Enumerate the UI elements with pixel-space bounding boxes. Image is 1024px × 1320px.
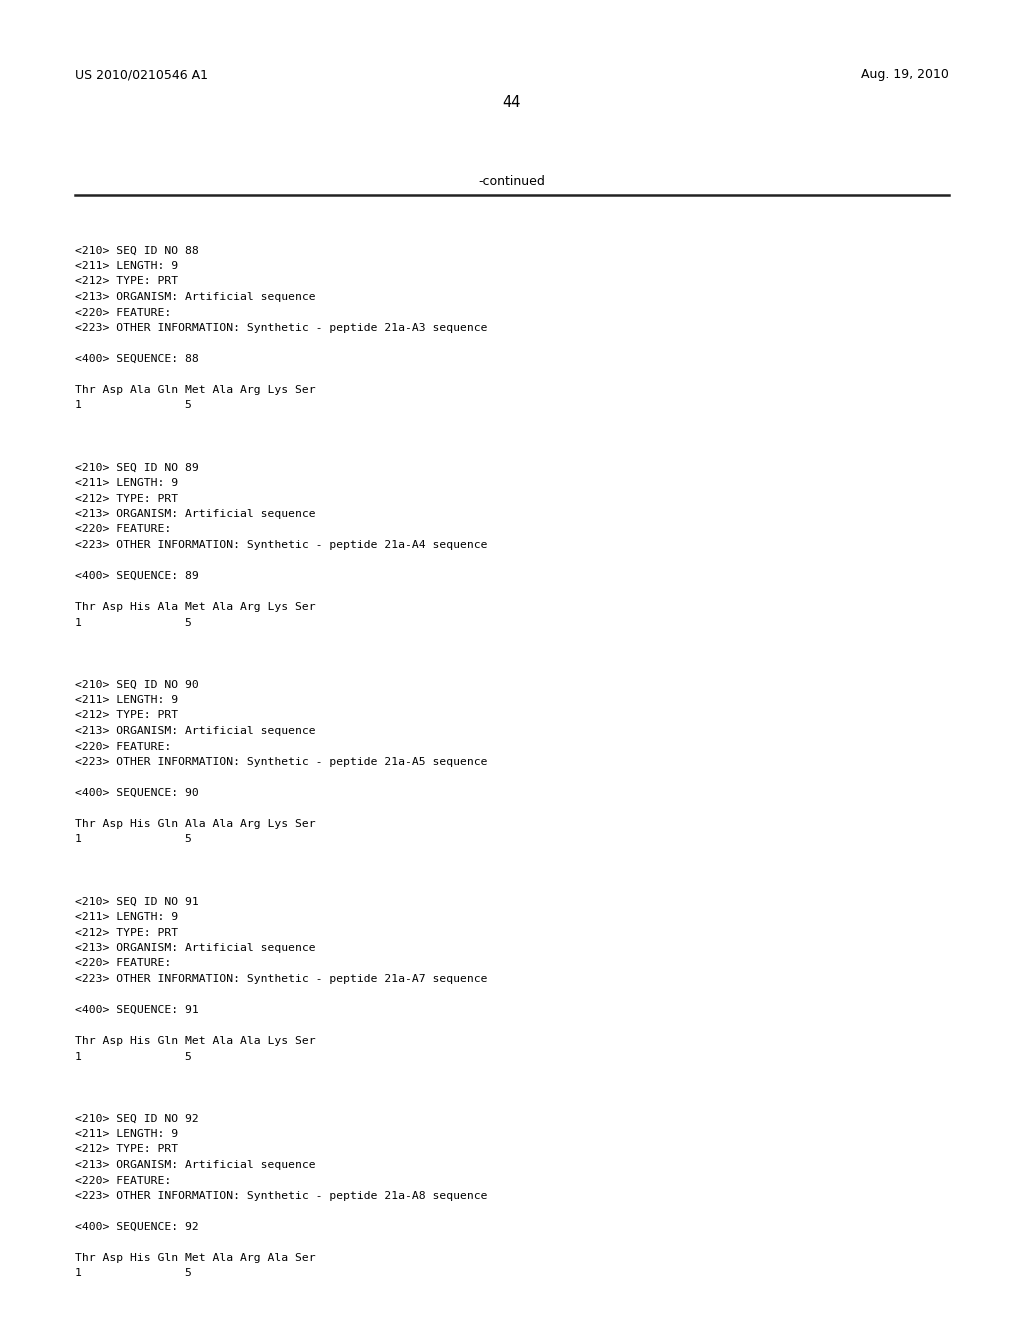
Text: <400> SEQUENCE: 89: <400> SEQUENCE: 89 [75,572,199,581]
Text: <210> SEQ ID NO 88: <210> SEQ ID NO 88 [75,246,199,256]
Text: -continued: -continued [478,176,546,187]
Text: <212> TYPE: PRT: <212> TYPE: PRT [75,710,178,721]
Text: 1               5: 1 5 [75,1269,191,1279]
Text: Thr Asp His Gln Met Ala Arg Ala Ser: Thr Asp His Gln Met Ala Arg Ala Ser [75,1253,315,1263]
Text: US 2010/0210546 A1: US 2010/0210546 A1 [75,69,208,81]
Text: <211> LENGTH: 9: <211> LENGTH: 9 [75,696,178,705]
Text: <220> FEATURE:: <220> FEATURE: [75,308,171,318]
Text: <213> ORGANISM: Artificial sequence: <213> ORGANISM: Artificial sequence [75,1160,315,1170]
Text: <213> ORGANISM: Artificial sequence: <213> ORGANISM: Artificial sequence [75,510,315,519]
Text: Aug. 19, 2010: Aug. 19, 2010 [861,69,949,81]
Text: <212> TYPE: PRT: <212> TYPE: PRT [75,276,178,286]
Text: <400> SEQUENCE: 88: <400> SEQUENCE: 88 [75,354,199,364]
Text: <211> LENGTH: 9: <211> LENGTH: 9 [75,478,178,488]
Text: 1               5: 1 5 [75,1052,191,1061]
Text: <211> LENGTH: 9: <211> LENGTH: 9 [75,1129,178,1139]
Text: <210> SEQ ID NO 92: <210> SEQ ID NO 92 [75,1114,199,1123]
Text: <220> FEATURE:: <220> FEATURE: [75,742,171,751]
Text: <210> SEQ ID NO 91: <210> SEQ ID NO 91 [75,896,199,907]
Text: <212> TYPE: PRT: <212> TYPE: PRT [75,1144,178,1155]
Text: Thr Asp Ala Gln Met Ala Arg Lys Ser: Thr Asp Ala Gln Met Ala Arg Lys Ser [75,385,315,395]
Text: 1               5: 1 5 [75,618,191,627]
Text: <223> OTHER INFORMATION: Synthetic - peptide 21a-A4 sequence: <223> OTHER INFORMATION: Synthetic - pep… [75,540,487,550]
Text: <223> OTHER INFORMATION: Synthetic - peptide 21a-A8 sequence: <223> OTHER INFORMATION: Synthetic - pep… [75,1191,487,1201]
Text: <223> OTHER INFORMATION: Synthetic - peptide 21a-A5 sequence: <223> OTHER INFORMATION: Synthetic - pep… [75,756,487,767]
Text: 1               5: 1 5 [75,400,191,411]
Text: <400> SEQUENCE: 91: <400> SEQUENCE: 91 [75,1005,199,1015]
Text: <213> ORGANISM: Artificial sequence: <213> ORGANISM: Artificial sequence [75,292,315,302]
Text: <210> SEQ ID NO 89: <210> SEQ ID NO 89 [75,462,199,473]
Text: 44: 44 [503,95,521,110]
Text: <211> LENGTH: 9: <211> LENGTH: 9 [75,261,178,271]
Text: <212> TYPE: PRT: <212> TYPE: PRT [75,494,178,503]
Text: <400> SEQUENCE: 92: <400> SEQUENCE: 92 [75,1222,199,1232]
Text: 1               5: 1 5 [75,834,191,845]
Text: <220> FEATURE:: <220> FEATURE: [75,958,171,969]
Text: <400> SEQUENCE: 90: <400> SEQUENCE: 90 [75,788,199,799]
Text: <213> ORGANISM: Artificial sequence: <213> ORGANISM: Artificial sequence [75,726,315,737]
Text: <220> FEATURE:: <220> FEATURE: [75,1176,171,1185]
Text: <210> SEQ ID NO 90: <210> SEQ ID NO 90 [75,680,199,689]
Text: Thr Asp His Gln Met Ala Ala Lys Ser: Thr Asp His Gln Met Ala Ala Lys Ser [75,1036,315,1045]
Text: <211> LENGTH: 9: <211> LENGTH: 9 [75,912,178,921]
Text: Thr Asp His Gln Ala Ala Arg Lys Ser: Thr Asp His Gln Ala Ala Arg Lys Ser [75,818,315,829]
Text: <223> OTHER INFORMATION: Synthetic - peptide 21a-A3 sequence: <223> OTHER INFORMATION: Synthetic - pep… [75,323,487,333]
Text: <220> FEATURE:: <220> FEATURE: [75,524,171,535]
Text: <223> OTHER INFORMATION: Synthetic - peptide 21a-A7 sequence: <223> OTHER INFORMATION: Synthetic - pep… [75,974,487,983]
Text: <213> ORGANISM: Artificial sequence: <213> ORGANISM: Artificial sequence [75,942,315,953]
Text: Thr Asp His Ala Met Ala Arg Lys Ser: Thr Asp His Ala Met Ala Arg Lys Ser [75,602,315,612]
Text: <212> TYPE: PRT: <212> TYPE: PRT [75,928,178,937]
